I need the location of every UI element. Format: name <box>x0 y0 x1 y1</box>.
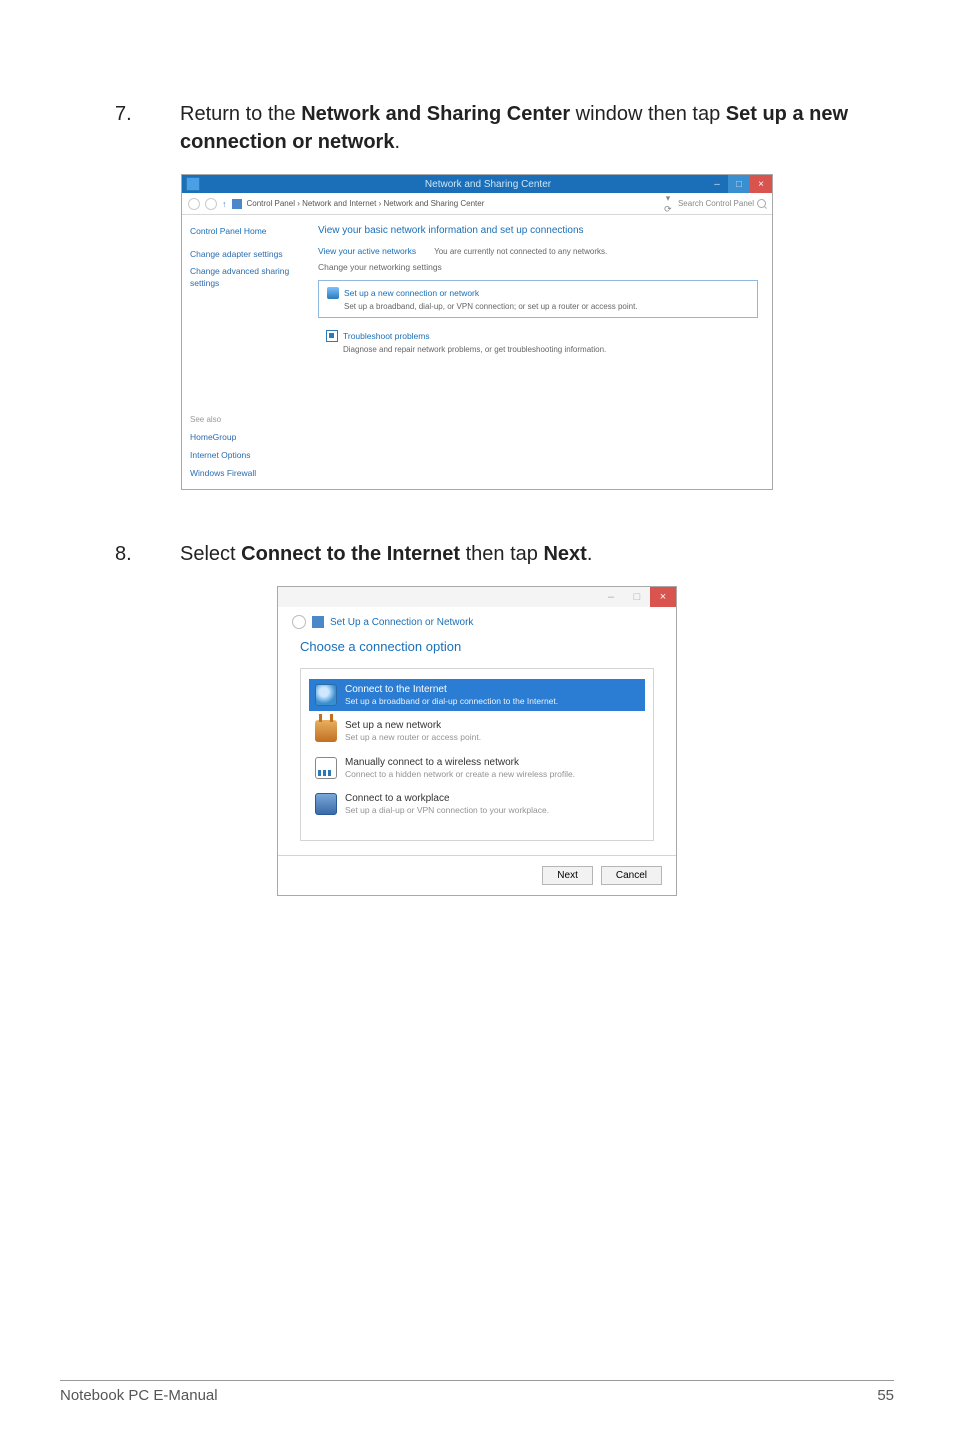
card-description: Set up a broadband, dial-up, or VPN conn… <box>344 302 749 311</box>
minimize-button[interactable]: – <box>706 175 728 193</box>
active-networks-value: You are currently not connected to any n… <box>434 246 607 256</box>
text: Return to the <box>180 103 301 125</box>
text: Select <box>180 543 241 565</box>
network-icon <box>312 616 324 628</box>
troubleshoot-card[interactable]: Troubleshoot problems Diagnose and repai… <box>318 324 758 360</box>
step7-text: Return to the Network and Sharing Center… <box>180 100 894 156</box>
back-icon[interactable] <box>292 615 306 629</box>
option-workplace[interactable]: Connect to a workplace Set up a dial-up … <box>309 788 645 820</box>
building-icon <box>315 793 337 815</box>
dialog-titlebar: – □ × <box>278 587 676 607</box>
text: window then tap <box>570 103 726 125</box>
card-title: Set up a new connection or network <box>344 288 479 298</box>
bold: Next <box>543 543 586 565</box>
minimize-button[interactable]: – <box>598 587 624 607</box>
back-icon[interactable] <box>188 198 200 210</box>
maximize-button[interactable]: □ <box>728 175 750 193</box>
window-title: Network and Sharing Center <box>204 179 772 190</box>
network-icon <box>327 287 339 299</box>
bold: Network and Sharing Center <box>301 103 570 125</box>
change-settings-label: Change your networking settings <box>318 262 758 272</box>
page-number: 55 <box>877 1387 894 1404</box>
option-new-network[interactable]: Set up a new network Set up a new router… <box>309 715 645 747</box>
option-title: Set up a new network <box>345 720 481 732</box>
card-title: Troubleshoot problems <box>343 331 430 341</box>
refresh-icon[interactable]: ▾ ⟳ <box>663 193 673 215</box>
bold: Connect to the Internet <box>241 543 460 565</box>
control-panel-home-link[interactable]: Control Panel Home <box>190 225 302 238</box>
sidebar: Control Panel Home Change adapter settin… <box>182 215 310 489</box>
change-sharing-link[interactable]: Change advanced sharing settings <box>190 265 302 291</box>
step8-number: 8. <box>60 540 180 568</box>
window-icon <box>186 177 200 191</box>
up-icon[interactable]: ↑ <box>222 199 227 209</box>
text: . <box>587 543 593 565</box>
main-panel: View your basic network information and … <box>310 215 772 489</box>
internet-options-link[interactable]: Internet Options <box>190 449 302 462</box>
option-wireless[interactable]: Manually connect to a wireless network C… <box>309 752 645 784</box>
see-also-label: See also <box>190 414 302 426</box>
option-connect-internet[interactable]: Connect to the Internet Set up a broadba… <box>309 679 645 711</box>
close-button[interactable]: × <box>650 587 676 607</box>
homegroup-link[interactable]: HomeGroup <box>190 431 302 444</box>
panel-heading: View your basic network information and … <box>318 225 758 236</box>
option-description: Set up a dial-up or VPN connection to yo… <box>345 805 549 815</box>
change-adapter-link[interactable]: Change adapter settings <box>190 248 302 261</box>
router-icon <box>315 720 337 742</box>
step8-text: Select Connect to the Internet then tap … <box>180 540 894 568</box>
option-description: Set up a broadband or dial-up connection… <box>345 696 558 706</box>
dialog-title: Set Up a Connection or Network <box>330 617 473 628</box>
option-title: Connect to a workplace <box>345 793 549 805</box>
breadcrumb[interactable]: Control Panel › Network and Internet › N… <box>247 199 658 208</box>
option-title: Manually connect to a wireless network <box>345 757 575 769</box>
network-sharing-center-window: Network and Sharing Center – □ × ↑ Contr… <box>181 174 773 490</box>
troubleshoot-icon <box>326 330 338 342</box>
titlebar: Network and Sharing Center – □ × <box>182 175 772 193</box>
forward-icon[interactable] <box>205 198 217 210</box>
active-networks-label: View your active networks <box>318 246 416 256</box>
dialog-heading: Choose a connection option <box>300 639 654 654</box>
card-description: Diagnose and repair network problems, or… <box>343 345 750 354</box>
search-input[interactable]: Search Control Panel <box>678 199 754 208</box>
network-icon <box>232 199 242 209</box>
option-description: Set up a new router or access point. <box>345 732 481 742</box>
wifi-bars-icon <box>315 757 337 779</box>
option-title: Connect to the Internet <box>345 684 558 696</box>
close-button[interactable]: × <box>750 175 772 193</box>
text: . <box>394 131 400 153</box>
footer-left: Notebook PC E-Manual <box>60 1387 218 1404</box>
option-description: Connect to a hidden network or create a … <box>345 769 575 779</box>
cancel-button[interactable]: Cancel <box>601 866 662 885</box>
maximize-button[interactable]: □ <box>624 587 650 607</box>
globe-icon <box>315 684 337 706</box>
next-button[interactable]: Next <box>542 866 593 885</box>
search-icon[interactable] <box>757 199 766 208</box>
address-bar: ↑ Control Panel › Network and Internet ›… <box>182 193 772 215</box>
options-list: Connect to the Internet Set up a broadba… <box>300 668 654 841</box>
setup-connection-card[interactable]: Set up a new connection or network Set u… <box>318 280 758 318</box>
windows-firewall-link[interactable]: Windows Firewall <box>190 467 302 480</box>
setup-connection-dialog: – □ × Set Up a Connection or Network Cho… <box>277 586 677 896</box>
step7-number: 7. <box>60 100 180 128</box>
text: then tap <box>460 543 543 565</box>
